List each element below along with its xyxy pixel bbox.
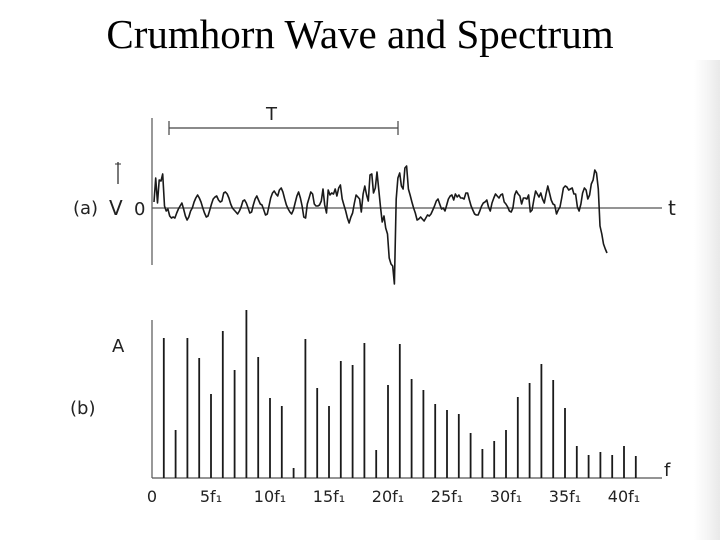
waveform-xlabel: t: [668, 196, 676, 220]
spectrum-tick-label: 40f₁: [608, 487, 640, 506]
spectrum-tick-label: 5f₁: [200, 487, 222, 506]
spectrum-tick-label: 30f₁: [490, 487, 522, 506]
spectrum-xlabel: f: [664, 460, 671, 481]
spectrum-tick-labels: 0 5f₁ 10f₁ 15f₁ 20f₁ 25f₁ 30f₁ 35f₁ 40f₁: [147, 487, 640, 506]
period-label: T: [265, 104, 278, 125]
chart-title: Crumhorn Wave and Spectrum: [106, 11, 614, 57]
waveform-ylabel: V: [109, 196, 123, 220]
spectrum-tick-label: 20f₁: [372, 487, 404, 506]
panel-a-label: (a): [73, 198, 98, 219]
scan-edge-shadow: [694, 60, 720, 540]
waveform-panel: (a) V 0 t T: [73, 104, 676, 285]
panel-b-label: (b): [70, 398, 95, 419]
spectrum-ylabel: A: [112, 336, 125, 357]
spectrum-tick-label: 10f₁: [254, 487, 286, 506]
spectrum-tick-label: 0: [147, 487, 157, 506]
spectrum-tick-label: 15f₁: [313, 487, 345, 506]
waveform-zero-label: 0: [134, 199, 145, 220]
spectrum-bars: [162, 310, 637, 478]
waveform-line: [153, 165, 608, 285]
spectrum-panel: A (b) f 0 5f₁ 10f₁ 15f₁ 20f₁ 25f₁ 30f₁ 35f₁ 40f₁: [70, 310, 671, 506]
spectrum-tick-label: 35f₁: [549, 487, 581, 506]
spectrum-tick-label: 25f₁: [431, 487, 463, 506]
